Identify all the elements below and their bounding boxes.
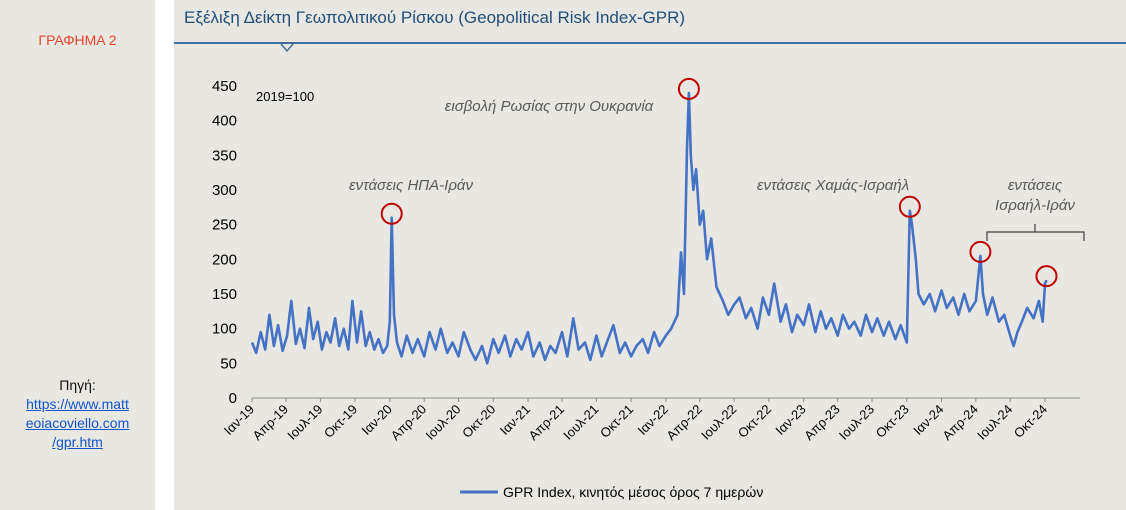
- y-tick-label: 350: [212, 147, 237, 164]
- x-tick-label: Απρ-23: [801, 402, 843, 444]
- x-tick-label: Απρ-21: [526, 402, 568, 444]
- x-tick-label: Ιουλ-21: [560, 402, 601, 443]
- y-tick-label: 150: [212, 286, 237, 303]
- source-link-line-3[interactable]: /gpr.htm: [52, 434, 103, 450]
- title-notch: [280, 43, 294, 53]
- annotation-russia-ukraine: εισβολή Ρωσίας στην Ουκρανία: [445, 98, 654, 115]
- title-rule: [174, 42, 1126, 44]
- x-tick-label: Ιουλ-23: [836, 402, 877, 443]
- annotation-bracket: [986, 224, 1085, 241]
- y-tick-label: 450: [212, 78, 237, 95]
- marker-russia-ukraine: [677, 77, 700, 100]
- annotation-hamas-israel: εντάσεις Χαμάς-Ισραήλ: [757, 177, 909, 194]
- y-tick-label: 200: [212, 251, 237, 268]
- y-tick-label: 50: [220, 355, 237, 372]
- source-link-line-1[interactable]: https://www.matt: [26, 396, 129, 412]
- y-tick-label: 300: [212, 182, 237, 199]
- marker-hamas-israel: [898, 195, 921, 218]
- x-tick-label: Οκτ-23: [873, 402, 912, 441]
- source-link-line-2[interactable]: eoiacoviello.com: [25, 415, 130, 431]
- annotation-israel-iran-line2: Ισραήλ-Ιράν: [995, 197, 1075, 214]
- annotation-israel-iran-line1: εντάσεις: [1008, 177, 1063, 194]
- x-tick-label: Οκτ-24: [1011, 402, 1050, 441]
- legend-label: GPR Index, κινητός μέσος όρος 7 ημερών: [503, 484, 763, 500]
- marker-israel-iran-apr: [969, 240, 992, 263]
- x-tick-label: Απρ-24: [939, 402, 981, 444]
- y-tick-label: 400: [212, 113, 237, 130]
- x-tick-label: Οκτ-20: [459, 402, 498, 441]
- chart-title: Εξέλιξη Δείκτη Γεωπολιτικού Ρίσκου (Geop…: [184, 8, 686, 27]
- y-tick-label: 250: [212, 217, 237, 234]
- figure-label: ΓΡΑΦΗΜΑ 2: [38, 32, 117, 48]
- source-label: Πηγή:: [59, 377, 96, 393]
- x-tick-label: Οκτ-22: [735, 402, 774, 441]
- sidebar: ΓΡΑΦΗΜΑ 2 Πηγή: https://www.matt eoiacov…: [0, 0, 155, 510]
- x-tick-label: Οκτ-21: [597, 402, 636, 441]
- annotation-usa-iran: εντάσεις ΗΠΑ-Ιράν: [349, 177, 473, 194]
- y-tick-label: 100: [212, 321, 237, 338]
- source-block: Πηγή: https://www.matt eoiacoviello.com …: [0, 376, 155, 452]
- x-tick-label: Απρ-20: [388, 402, 430, 444]
- x-tick-label: Απρ-19: [250, 402, 292, 444]
- chart-panel: [174, 0, 1126, 510]
- y-tick-label: 0: [229, 390, 237, 407]
- x-tick-label: Ιουλ-19: [284, 402, 325, 443]
- marker-usa-iran: [380, 202, 403, 225]
- x-tick-label: Απρ-22: [663, 402, 705, 444]
- x-tick-label: Ιουλ-20: [422, 402, 463, 443]
- x-tick-label: Ιουλ-24: [974, 402, 1015, 443]
- marker-israel-iran-oct: [1035, 265, 1058, 288]
- base-note: 2019=100: [256, 89, 314, 104]
- series-line-gpr: [250, 91, 1048, 365]
- x-tick-label: Οκτ-19: [321, 402, 360, 441]
- x-tick-label: Ιουλ-22: [698, 402, 739, 443]
